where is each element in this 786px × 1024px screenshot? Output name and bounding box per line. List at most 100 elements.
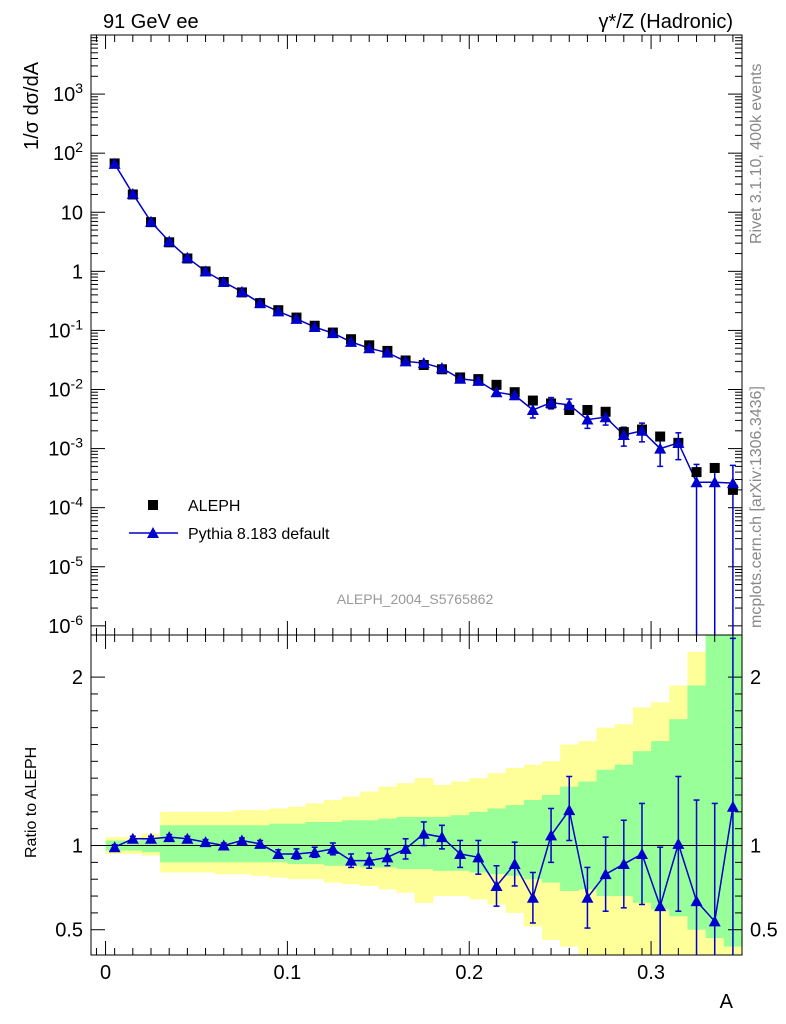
ratio-y-tick-label-right: 1 [750,836,761,858]
ratio-data-point [272,847,285,859]
ratio-data-point [108,841,121,853]
ratio-data-point [199,836,212,848]
pythia-data-point [508,389,521,401]
pythia-data-point [726,477,739,489]
legend: ALEPH Pythia 8.183 default [129,498,330,543]
rivet-version-label: Rivet 3.1.10, 400k events [748,63,765,244]
pythia-data-point [217,276,230,288]
ratio-inner-band [705,635,725,939]
ratio-data-point [435,831,448,843]
aleph-data-point [709,462,720,473]
ratio-data-point [181,832,194,844]
ratio-inner-band [651,741,670,910]
pythia-data-point [672,436,685,448]
ratio-inner-band [160,825,179,863]
ratio-inner-band [178,825,198,863]
ratio-data-point [545,829,558,841]
pythia-data-point [199,265,212,277]
pythia-data-point [145,215,158,227]
ratio-y-tick-label: 0.5 [55,920,83,942]
pythia-data-point [454,372,467,384]
aleph-data-point [727,484,738,495]
ratio-data-point [254,837,267,849]
pythia-data-point [345,335,358,347]
pythia-data-point [308,321,321,333]
ratio-data-point [654,900,667,912]
ratio-inner-band [341,820,361,866]
mcplots-label: mcplots.cern.ch [arXiv:1306.3436] [748,386,765,628]
pythia-data-point [381,346,394,358]
y-tick-label: 1 [72,261,83,283]
pythia-data-point [417,357,430,369]
ratio-data-point [399,842,412,854]
ratio-data-point [472,851,485,863]
ratio-data-point [381,851,394,863]
legend-aleph-label: ALEPH [188,498,240,515]
aleph-data-point [655,431,666,442]
x-tick-label: 0.1 [273,962,301,984]
energy-label: 91 GeV ee [103,11,199,33]
pythia-data-point [363,342,376,354]
pythia-data-point [126,187,139,199]
pythia-data-point [290,312,303,324]
xlabel: A [720,991,734,1013]
ratio-data-point [126,832,139,844]
ratio-inner-band [523,800,543,880]
ratio-data-point [235,834,248,846]
ratio-ylabel: Ratio to ALEPH [23,747,40,858]
ratio-data-point [145,832,158,844]
ratio-data-point [672,837,685,849]
ratio-plot-area: 0 0.1 0.2 0.3 0.5 0.5 1 1 2 2 [55,634,778,984]
ratio-data-point [454,847,467,859]
ratio-inner-band [487,808,507,875]
ratio-data-point [163,831,176,843]
legend-pythia-marker [147,527,159,538]
main-ylabel: 1/σ dσ/dA [21,61,43,150]
pythia-data-point [472,374,485,386]
pythia-data-point [581,413,594,425]
ratio-inner-band [305,821,325,865]
analysis-tag: ALEPH_2004_S5765862 [337,591,494,607]
legend-pythia-label: Pythia 8.183 default [188,526,330,543]
pythia-data-point [181,251,194,263]
y-tick-label: 10-3 [48,435,83,461]
aleph-data-point [491,379,502,390]
aleph-data-point [582,404,593,415]
legend-aleph-marker [148,500,158,510]
ratio-data-point [690,895,703,907]
ratio-data-point [308,846,321,858]
x-tick-label: 0.2 [455,962,483,984]
pythia-data-point [435,362,448,374]
ratio-inner-band [360,820,379,868]
ratio-data-point [217,839,230,851]
ratio-y-tick-label: 1 [72,836,83,858]
pythia-data-point [399,355,412,367]
ratio-data-point [581,891,594,903]
ratio-inner-band [596,769,616,897]
ratio-data-point [526,891,539,903]
pythia-data-point [108,157,121,169]
ratio-data-point [599,868,612,880]
aleph-data-point [564,404,575,415]
ratio-inner-band [269,823,288,863]
ratio-data-point [363,854,376,866]
pythia-data-point [690,476,703,488]
ratio-data-point [726,800,739,812]
pythia-data-point [326,327,339,339]
pythia-data-point [654,442,667,454]
aleph-data-point [691,467,702,478]
ratio-data-point [563,804,576,816]
pythia-data-point [235,285,248,297]
pythia-data-point [272,305,285,317]
pythia-data-point [254,297,267,309]
ratio-data-point [508,858,521,870]
x-tick-label: 0 [100,962,111,984]
pythia-data-point [545,396,558,408]
ratio-data-point [326,842,339,854]
pythia-data-point [563,398,576,410]
ratio-y-tick-label-right: 2 [750,667,761,689]
pythia-data-point [599,411,612,423]
ratio-data-point [290,847,303,859]
